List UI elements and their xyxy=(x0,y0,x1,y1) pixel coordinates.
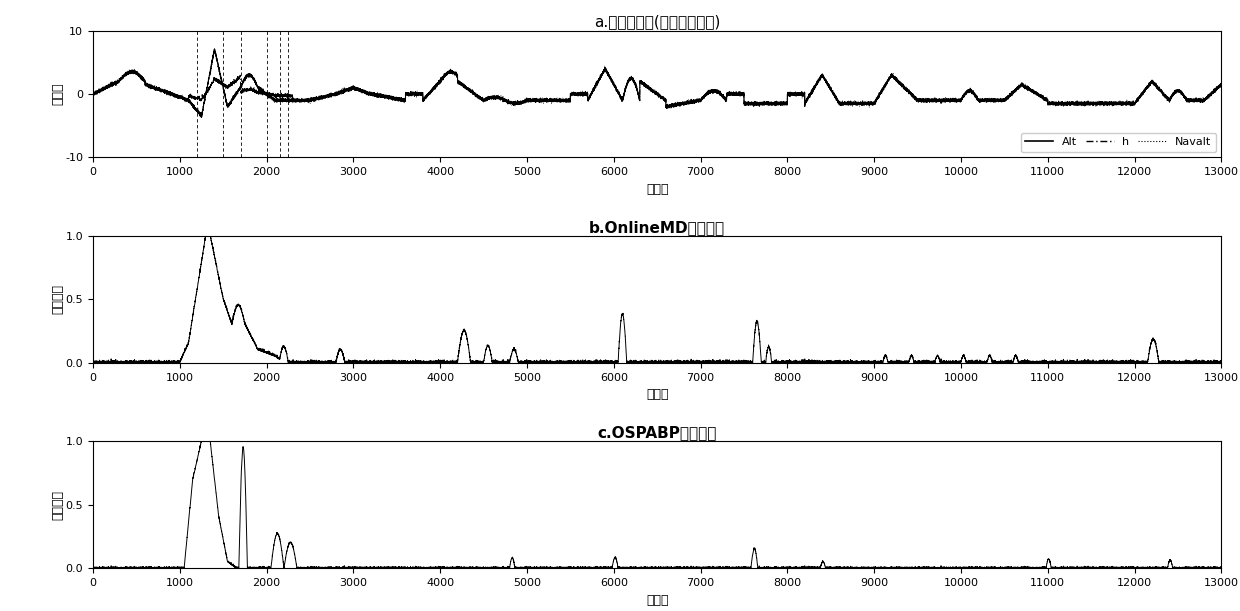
h xyxy=(658,104,673,112)
h xyxy=(1214,81,1229,89)
X-axis label: 采样点: 采样点 xyxy=(646,593,668,607)
Title: c.OSPABP异常分数: c.OSPABP异常分数 xyxy=(598,425,717,441)
Navalt xyxy=(1214,82,1229,90)
h xyxy=(867,100,882,107)
h xyxy=(86,92,100,99)
Alt xyxy=(288,97,303,104)
Alt xyxy=(193,114,208,121)
h xyxy=(203,82,218,90)
Alt xyxy=(1214,81,1229,88)
Navalt xyxy=(193,114,208,122)
h xyxy=(740,98,755,106)
Alt xyxy=(867,99,882,106)
Line: h: h xyxy=(93,67,1221,108)
Navalt xyxy=(867,100,882,108)
Alt xyxy=(336,87,351,94)
Line: Navalt: Navalt xyxy=(93,48,1221,118)
Y-axis label: 异常分数: 异常分数 xyxy=(51,284,64,315)
Title: b.OnlineMD异常分数: b.OnlineMD异常分数 xyxy=(589,220,725,235)
Navalt xyxy=(439,71,454,78)
X-axis label: 采样点: 采样点 xyxy=(646,183,668,196)
Alt xyxy=(86,90,100,97)
Alt xyxy=(439,70,454,77)
Alt xyxy=(207,45,222,53)
h xyxy=(598,64,613,71)
h xyxy=(288,98,303,105)
Navalt xyxy=(207,45,222,52)
h xyxy=(439,70,454,77)
Legend: Alt, h, Navalt: Alt, h, Navalt xyxy=(1021,133,1216,152)
Navalt xyxy=(740,99,755,106)
Alt xyxy=(203,63,218,70)
Navalt xyxy=(288,97,303,104)
Alt xyxy=(740,99,755,106)
Navalt xyxy=(203,60,218,68)
Y-axis label: 高度値: 高度値 xyxy=(51,82,64,105)
Y-axis label: 异常分数: 异常分数 xyxy=(51,490,64,520)
Navalt xyxy=(86,91,100,98)
X-axis label: 采样点: 采样点 xyxy=(646,388,668,401)
Line: Alt: Alt xyxy=(93,49,1221,117)
Title: a.高度类数据(滑窗归一化后): a.高度类数据(滑窗归一化后) xyxy=(594,15,720,29)
h xyxy=(336,89,351,96)
Navalt xyxy=(336,85,351,92)
